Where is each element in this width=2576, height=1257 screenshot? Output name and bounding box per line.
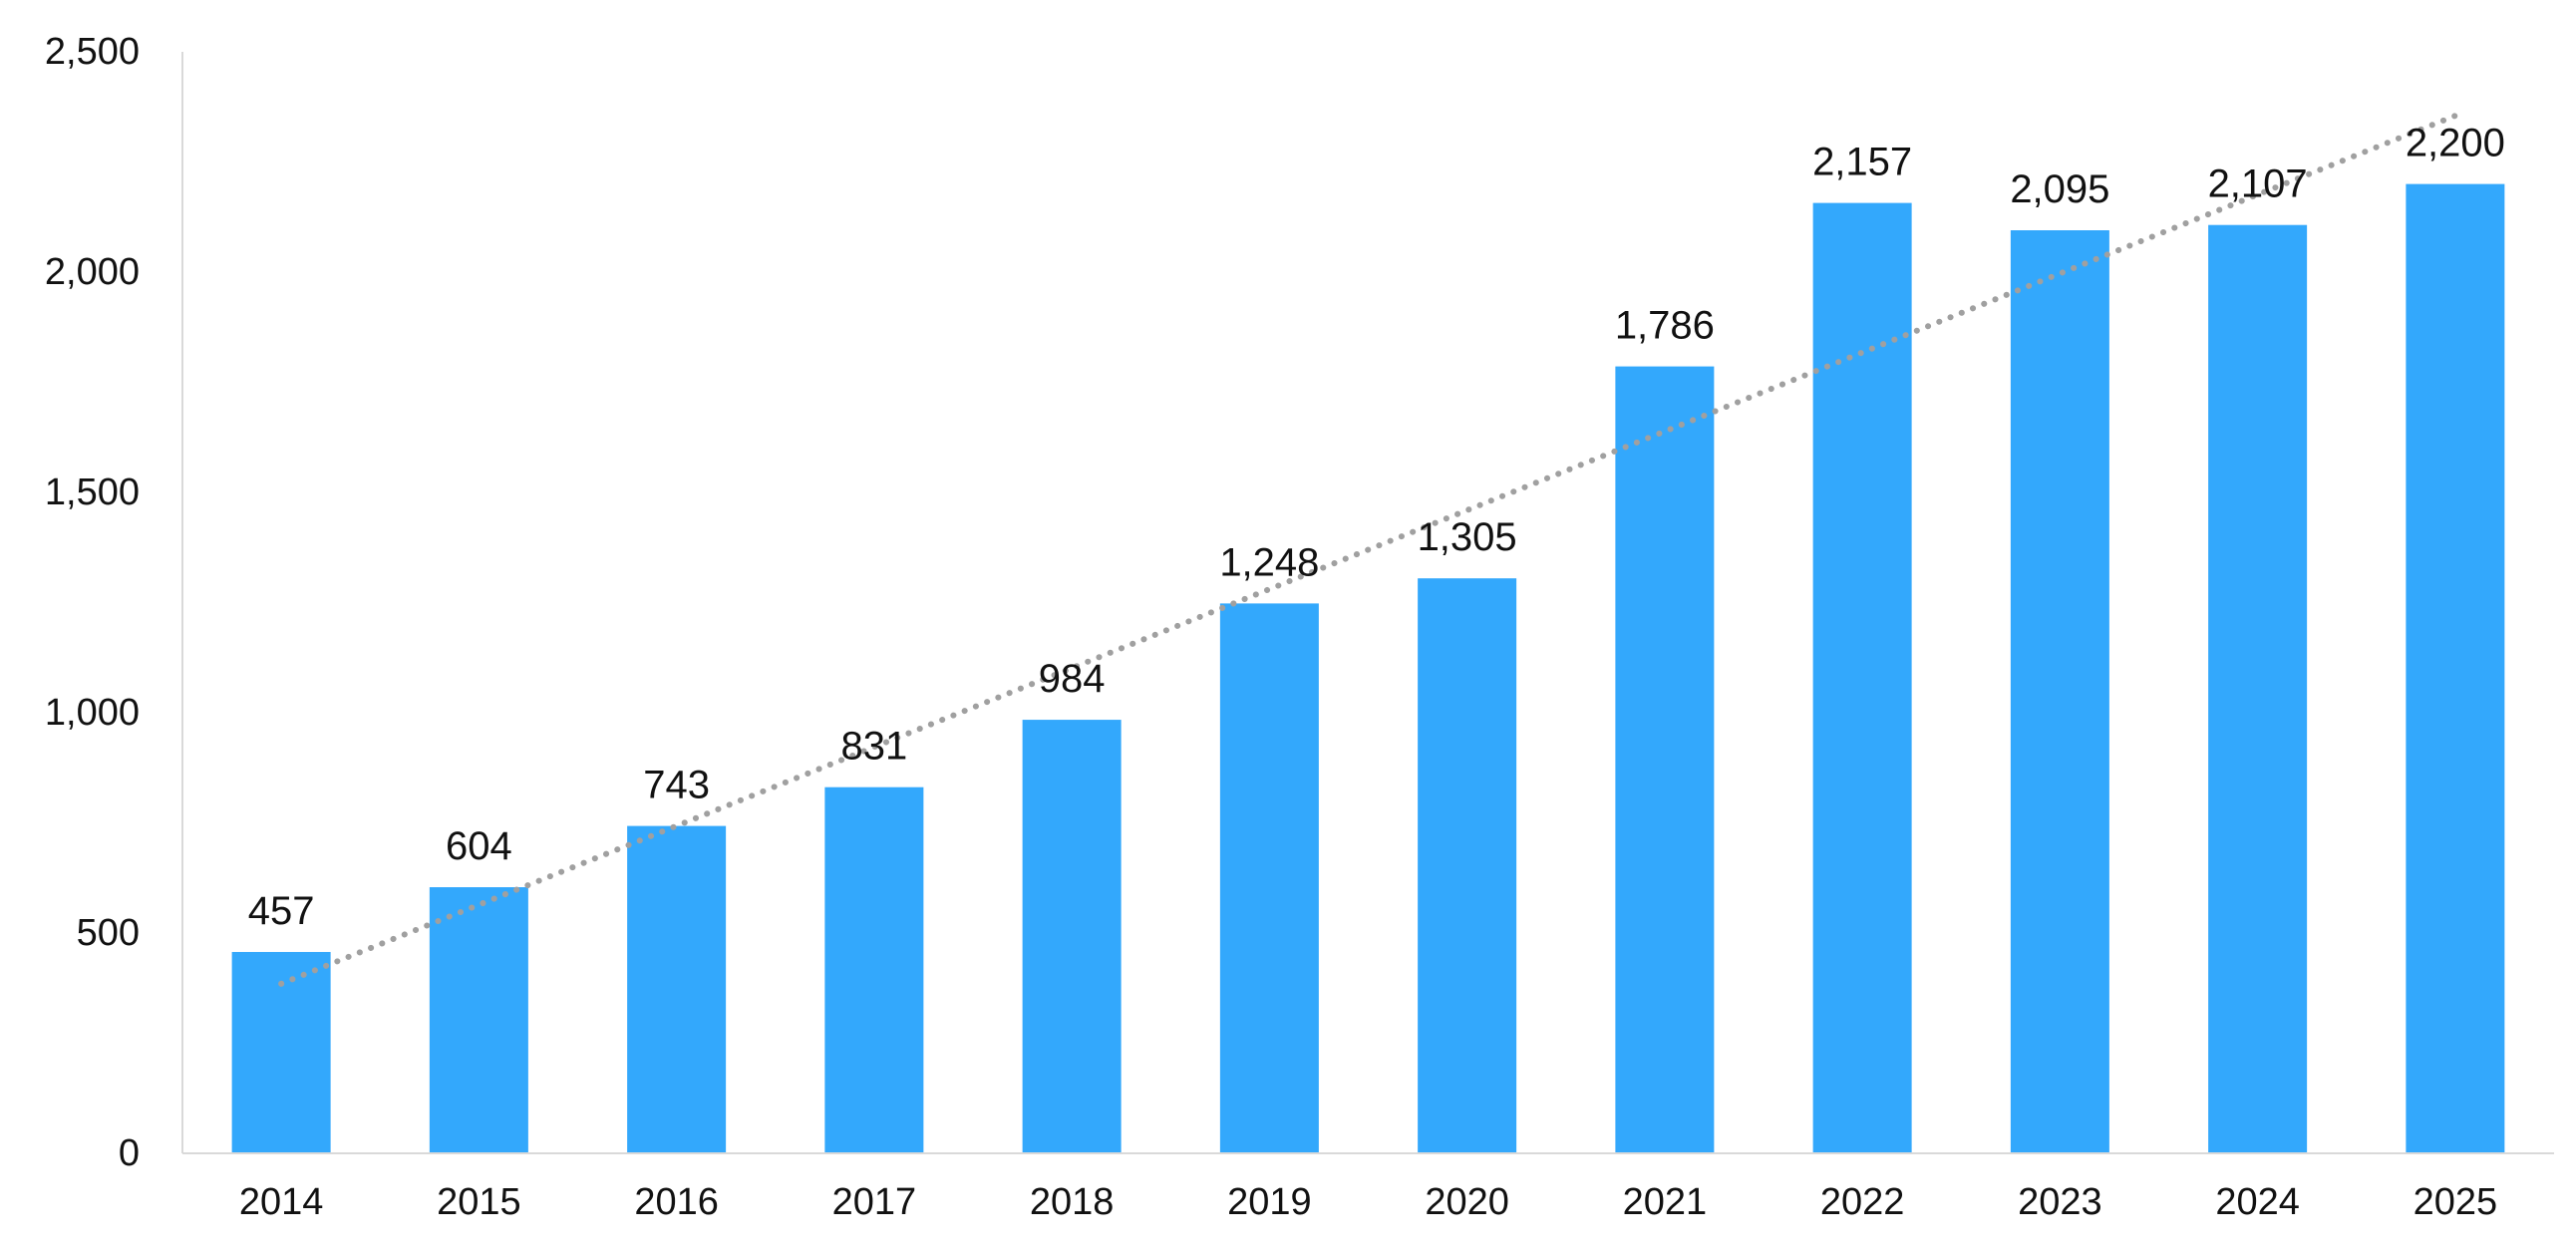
x-tick-label: 2021 — [1623, 1181, 1708, 1223]
data-label: 743 — [643, 764, 710, 807]
x-tick-label: 2023 — [2018, 1181, 2102, 1223]
bar-2021 — [1615, 366, 1715, 1153]
data-label: 1,248 — [1219, 540, 1319, 584]
y-tick-label: 500 — [77, 912, 140, 954]
bar-2017 — [824, 786, 924, 1153]
y-tick-label: 2,500 — [45, 31, 140, 73]
x-tick-label: 2014 — [239, 1181, 324, 1223]
bar-2020 — [1418, 578, 1517, 1153]
y-axis: 0 500 1,000 1,500 2,000 2,500 — [45, 31, 183, 1174]
data-label: 2,157 — [1812, 141, 1912, 184]
x-tick-label: 2019 — [1227, 1181, 1312, 1223]
x-tick-label: 2018 — [1030, 1181, 1115, 1223]
x-tick-label: 2022 — [1820, 1181, 1905, 1223]
bars — [231, 183, 2505, 1154]
x-tick-label: 2016 — [634, 1181, 719, 1223]
bar-2018 — [1022, 720, 1122, 1153]
x-axis: 2014 2015 2016 2017 2018 2019 2020 2021 2022 2023… — [182, 1152, 2554, 1223]
x-tick-label: 2020 — [1425, 1181, 1509, 1223]
data-label: 1,305 — [1418, 515, 1517, 559]
data-label: 2,095 — [2010, 167, 2109, 211]
x-tick-label: 2024 — [2215, 1181, 2300, 1223]
data-label: 984 — [1039, 657, 1106, 701]
data-labels: 457 604 743 831 984 1,248 1,305 1,786 2,157 2,095… — [248, 122, 2505, 933]
bar-2016 — [627, 825, 727, 1153]
data-label: 831 — [841, 725, 908, 769]
x-tick-label: 2015 — [437, 1181, 521, 1223]
y-tick-label: 0 — [119, 1132, 140, 1174]
x-tick-label: 2017 — [832, 1181, 917, 1223]
data-label: 1,786 — [1615, 304, 1715, 348]
bar-2024 — [2208, 224, 2308, 1153]
bar-2023 — [2010, 230, 2109, 1153]
data-label: 2,107 — [2208, 162, 2308, 206]
bar-2015 — [429, 887, 528, 1153]
x-tick-label: 2025 — [2414, 1181, 2498, 1223]
y-tick-label: 1,500 — [45, 471, 140, 513]
trendline-path — [278, 113, 2458, 987]
data-label: 457 — [248, 889, 315, 933]
data-label: 2,200 — [2406, 122, 2505, 165]
trendline — [278, 113, 2458, 987]
data-label: 604 — [446, 824, 512, 868]
y-tick-label: 1,000 — [45, 692, 140, 734]
bar-2022 — [1812, 202, 1912, 1153]
y-tick-label: 2,000 — [45, 251, 140, 293]
bar-2025 — [2406, 183, 2505, 1154]
bar-2019 — [1219, 603, 1319, 1153]
